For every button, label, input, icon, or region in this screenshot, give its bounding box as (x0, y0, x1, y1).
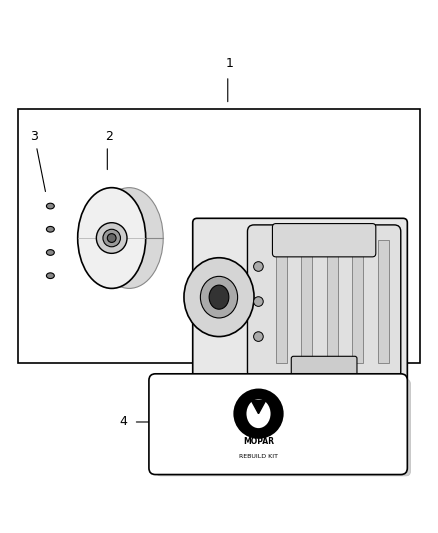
Text: 3: 3 (30, 130, 38, 143)
Ellipse shape (95, 188, 163, 288)
Ellipse shape (107, 233, 116, 243)
Ellipse shape (46, 227, 54, 232)
Ellipse shape (103, 229, 120, 247)
FancyBboxPatch shape (291, 356, 357, 383)
Ellipse shape (200, 276, 237, 318)
Polygon shape (251, 400, 266, 414)
Ellipse shape (247, 399, 271, 428)
Bar (327, 240, 338, 363)
Ellipse shape (254, 332, 263, 342)
Ellipse shape (96, 223, 127, 253)
Ellipse shape (209, 285, 229, 309)
Ellipse shape (46, 249, 54, 255)
Text: MOPAR: MOPAR (243, 437, 274, 446)
Ellipse shape (46, 203, 54, 209)
Text: 1: 1 (226, 57, 233, 70)
Ellipse shape (254, 297, 263, 306)
Bar (352, 240, 363, 363)
Text: 2: 2 (105, 130, 113, 143)
Ellipse shape (234, 390, 283, 438)
Bar (276, 240, 287, 363)
Ellipse shape (184, 258, 254, 336)
FancyBboxPatch shape (247, 225, 401, 378)
Ellipse shape (46, 273, 54, 279)
Text: REBUILD KIT: REBUILD KIT (239, 454, 278, 459)
FancyBboxPatch shape (193, 219, 407, 385)
Bar (378, 240, 389, 363)
Bar (301, 240, 312, 363)
Ellipse shape (78, 188, 146, 288)
FancyBboxPatch shape (272, 223, 376, 257)
Text: 4: 4 (119, 416, 127, 429)
FancyBboxPatch shape (149, 374, 407, 474)
Ellipse shape (254, 262, 263, 271)
Bar (18, 109, 420, 363)
FancyBboxPatch shape (156, 379, 410, 476)
